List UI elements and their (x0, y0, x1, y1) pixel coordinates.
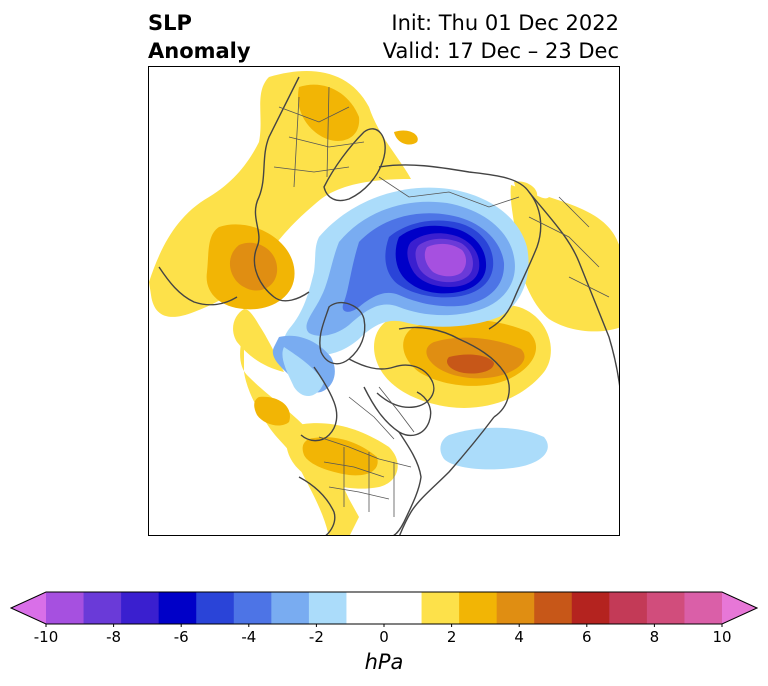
colorbar-bin (271, 592, 310, 624)
anomaly-contour-uk-core (229, 242, 278, 291)
political-borders (273, 86, 610, 517)
colorbar-bin (684, 592, 723, 624)
colorbar-bins (46, 592, 723, 624)
colorbar-bin (158, 592, 197, 624)
coastline-baffin (300, 366, 338, 442)
border-europe-1 (273, 86, 365, 188)
colorbar-tick-label: 0 (379, 628, 389, 646)
coastline-europe (253, 76, 310, 302)
colorbar-bin (83, 592, 122, 624)
colorbar (10, 591, 758, 627)
anomaly-map (149, 70, 619, 535)
colorbar-bin (308, 592, 347, 624)
colorbar-bin (421, 592, 460, 624)
colorbar-bin (459, 592, 498, 624)
colorbar-bin (496, 592, 535, 624)
colorbar-extend-high (722, 592, 757, 624)
colorbar-bin (46, 592, 85, 624)
anomaly-contour-plains-mid (302, 437, 378, 476)
colorbar-tick-label: -8 (106, 628, 122, 646)
colorbar-bin (196, 592, 235, 624)
border-us-canada (318, 436, 412, 517)
colorbar-bin (571, 592, 610, 624)
coastline-africa-north (158, 266, 238, 306)
border-asia-1 (378, 176, 610, 298)
coastline-greenland (319, 301, 366, 365)
coastline-canadian-arctic (348, 358, 435, 409)
colorbar-bin (233, 592, 272, 624)
coastline-gulf-mexico (298, 476, 336, 535)
coastline-hudson-bay (363, 386, 432, 437)
coastline-north-america-east (393, 431, 422, 535)
colorbar-tick-label: 4 (514, 628, 524, 646)
colorbar-tick-label: -2 (308, 628, 324, 646)
map-title: SLP Anomaly (148, 9, 251, 65)
negative-anomaly-shading (272, 187, 548, 470)
anomaly-contour-alaska-max (446, 354, 494, 374)
colorbar-bin (346, 592, 385, 624)
colorbar-tick-label: 2 (446, 628, 457, 646)
coastlines (158, 76, 619, 535)
title-line-2: Anomaly (148, 39, 251, 63)
colorbar-tick-label: 10 (712, 628, 732, 646)
colorbar-extend-low (11, 592, 46, 624)
colorbar-bin (534, 592, 573, 624)
colorbar-tick-label: -10 (33, 628, 59, 646)
colorbar-tick-label: 8 (649, 628, 660, 646)
colorbar-bin (121, 592, 160, 624)
colorbar-units-label: hPa (364, 650, 404, 674)
init-date-label: Init: Thu 01 Dec 2022 (391, 11, 619, 35)
border-canada-provinces (348, 386, 415, 440)
title-line-1: SLP (148, 11, 192, 35)
anomaly-contour-pacific-low (440, 427, 548, 470)
colorbar-bin (384, 592, 423, 624)
map-panel (148, 66, 620, 536)
anomaly-contour-pacific-nw (254, 396, 290, 426)
valid-date-label: Valid: 17 Dec – 23 Dec (382, 39, 619, 63)
colorbar-tick-label: -6 (173, 628, 189, 646)
coastline-east-asia (528, 191, 619, 387)
anomaly-contour-atlantic-high (233, 309, 284, 372)
anomaly-contour-arctic-core (424, 243, 467, 277)
coastline-alaska (398, 326, 510, 418)
colorbar-tick-label: 6 (582, 628, 592, 646)
coastline-north-america-west (399, 416, 495, 535)
colorbar-tick-label: -4 (241, 628, 257, 646)
colorbar-bin (609, 592, 648, 624)
anomaly-contour-hudson-low-2 (282, 347, 324, 397)
forecast-dates: Init: Thu 01 Dec 2022 Valid: 17 Dec – 23… (383, 9, 619, 65)
anomaly-contour-urals (394, 130, 418, 145)
colorbar-bin (646, 592, 685, 624)
coastline-asia-north (378, 164, 542, 330)
coastline-scandinavia (323, 128, 386, 202)
